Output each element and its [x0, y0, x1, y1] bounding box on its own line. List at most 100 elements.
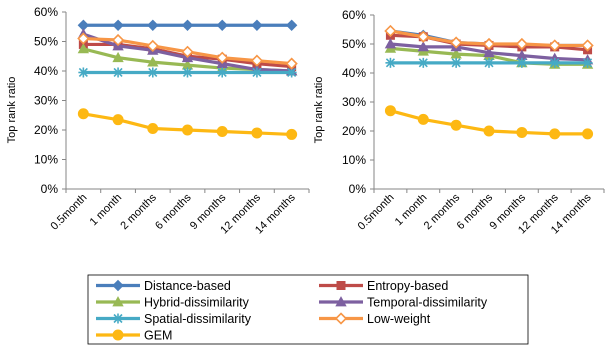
- data-point: [147, 123, 159, 135]
- y-tick-label: 60%: [342, 8, 366, 22]
- legend-item-low-weight: Low-weight: [319, 312, 431, 326]
- data-point: [417, 41, 429, 52]
- legend-marker: [336, 281, 346, 290]
- data-point: [111, 33, 125, 47]
- legend-item-hybrid-dissimilarity: Hybrid-dissimilarity: [96, 296, 250, 310]
- y-tick-label: 20%: [342, 124, 366, 138]
- data-point: [581, 39, 594, 52]
- data-point: [147, 19, 159, 31]
- legend-item-entropy-based: Entropy-based: [319, 279, 448, 293]
- data-point: [384, 24, 397, 38]
- data-point: [582, 57, 593, 68]
- series-gem: [384, 105, 594, 140]
- data-point: [217, 67, 228, 78]
- legend-label: Entropy-based: [367, 279, 448, 293]
- y-tick-label: 20%: [34, 123, 58, 137]
- data-point: [549, 57, 560, 68]
- legend-marker: [112, 279, 124, 292]
- legend-label: Temporal-dissimilarity: [367, 296, 488, 310]
- data-point: [286, 128, 298, 140]
- x-tick-label: 6 months: [153, 191, 194, 232]
- legend-marker: [335, 296, 347, 307]
- data-point: [285, 57, 298, 70]
- legend-box: [87, 274, 529, 345]
- data-point: [516, 57, 527, 68]
- data-point: [384, 105, 396, 117]
- data-point: [450, 36, 463, 49]
- data-point: [516, 126, 528, 138]
- y-tick-label: 30%: [342, 95, 366, 109]
- data-point: [483, 46, 495, 58]
- data-point: [515, 37, 528, 51]
- legend-label: Hybrid-dissimilarity: [144, 296, 250, 310]
- data-point: [113, 67, 124, 78]
- data-point: [450, 119, 462, 131]
- data-point: [385, 57, 396, 68]
- legend-label: Distance-based: [144, 279, 231, 293]
- series-low-weight: [77, 32, 298, 70]
- data-point: [77, 43, 90, 54]
- y-tick-label: 0%: [349, 182, 367, 196]
- data-point: [251, 67, 262, 78]
- y-tick-label: 0%: [41, 182, 59, 196]
- legend-item-spatial-dissimilarity: Spatial-dissimilarity: [96, 312, 252, 326]
- series-distance-based: [77, 19, 298, 31]
- data-point: [182, 67, 193, 78]
- data-point: [182, 124, 193, 136]
- data-point: [548, 39, 561, 52]
- y-tick-label: 40%: [34, 64, 58, 78]
- data-point: [451, 57, 462, 68]
- data-point: [285, 19, 298, 31]
- data-point: [384, 38, 397, 49]
- data-point: [147, 67, 158, 78]
- data-point: [484, 57, 494, 68]
- data-point: [147, 56, 159, 67]
- data-point: [181, 19, 194, 31]
- data-point: [251, 127, 263, 139]
- data-point: [216, 51, 229, 64]
- legend: Distance-based Entropy-based Hybrid-dissim…: [87, 274, 529, 345]
- y-tick-label: 50%: [34, 35, 58, 49]
- data-point: [417, 30, 430, 43]
- y-axis-label: Top rank ratio: [313, 77, 325, 144]
- data-point: [216, 19, 228, 31]
- legend-item-distance-based: Distance-based: [96, 279, 231, 293]
- legend-label: GEM: [144, 329, 172, 343]
- x-tick-label: 0.5month: [49, 192, 90, 233]
- data-point: [216, 125, 228, 137]
- y-tick-label: 50%: [342, 37, 366, 51]
- data-point: [112, 51, 124, 63]
- legend-label: Low-weight: [367, 312, 431, 326]
- data-point: [251, 19, 263, 31]
- x-tick-label: 0.5month: [356, 192, 397, 233]
- legend-item-gem: GEM: [96, 329, 172, 343]
- y-tick-label: 60%: [34, 5, 58, 19]
- data-point: [78, 67, 89, 78]
- series-gem: [77, 108, 298, 140]
- y-tick-label: 10%: [342, 153, 366, 167]
- y-tick-label: 10%: [34, 153, 58, 167]
- series-spatial-dissimilarity: [385, 57, 593, 68]
- y-axis-label: Top rank ratio: [6, 77, 18, 144]
- legend-marker: [113, 313, 123, 324]
- legend-marker: [334, 312, 348, 325]
- data-point: [482, 37, 496, 51]
- data-point: [77, 108, 89, 120]
- right-chart: Top rank ratio 0% 10% 20% 30% 40% 50% 60% 0.5mo…: [313, 8, 605, 236]
- data-point: [77, 32, 90, 45]
- legend-label: Spatial-dissimilarity: [144, 312, 252, 326]
- legend-item-temporal-dissimilarity: Temporal-dissimilarity: [319, 296, 488, 310]
- data-point: [112, 19, 124, 31]
- data-point: [417, 113, 429, 125]
- left-chart: Top rank ratio 0% 10% 20% 30% 40% 50% 60% 0.5mo…: [6, 5, 310, 236]
- legend-marker: [112, 329, 124, 341]
- data-point: [146, 39, 159, 53]
- data-point: [418, 57, 429, 68]
- data-point: [582, 128, 594, 140]
- series-low-weight: [384, 24, 594, 52]
- x-tick-label: 2 months: [118, 191, 159, 232]
- series-spatial-dissimilarity: [78, 67, 297, 78]
- data-point: [112, 114, 124, 126]
- data-point: [181, 45, 194, 58]
